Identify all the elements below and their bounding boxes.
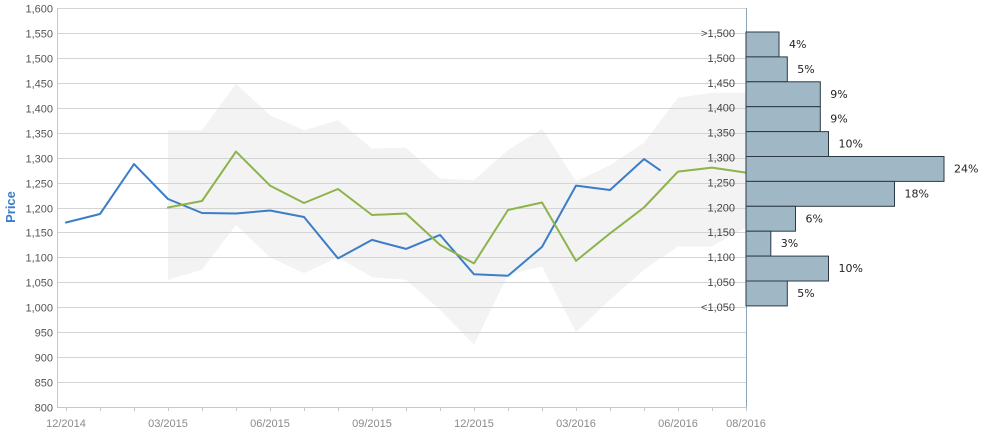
distribution-percent-label: 10%	[839, 262, 863, 275]
y-tick-label: 950	[35, 328, 53, 340]
distribution-bar	[745, 230, 772, 257]
x-tick-label: 06/2015	[250, 418, 290, 430]
distribution-bar	[745, 180, 895, 207]
distribution-bin-label: 1,400	[707, 103, 735, 115]
distribution-bar	[745, 205, 796, 232]
distribution-bar	[745, 106, 821, 133]
distribution-percent-label: 10%	[839, 138, 863, 151]
distribution-percent-label: 24%	[954, 163, 978, 176]
price-history-line	[65, 158, 661, 277]
x-tick-label: 06/2016	[658, 418, 698, 430]
y-tick-label: 1,050	[25, 278, 53, 290]
forecast-range-band-layer	[168, 83, 746, 345]
y-tick-label: 1,150	[25, 228, 53, 240]
forecast-range-band	[168, 83, 746, 345]
y-tick-label: 1,400	[25, 104, 53, 116]
distribution-bin-label: 1,300	[707, 153, 735, 165]
y-axis-label: Price	[3, 191, 18, 223]
y-tick-label: 1,300	[25, 154, 53, 166]
y-tick-label: 1,500	[25, 54, 53, 66]
y-tick-label: 1,350	[25, 129, 53, 141]
distribution-bar	[745, 280, 788, 307]
distribution-bar	[745, 131, 829, 158]
distribution-bin-label: 1,450	[707, 78, 735, 90]
distribution-bar	[745, 255, 829, 282]
distribution-bar	[745, 31, 780, 58]
x-tick-label: 03/2015	[148, 418, 188, 430]
x-tick-label: 08/2016	[726, 418, 766, 430]
price-distribution: >1,500 4% 1,500 5% 1,450 9% 1,400 9% 1,350 10% 1,3…	[701, 28, 978, 314]
distribution-bin-label: 1,250	[707, 177, 735, 189]
distribution-bin-label: 1,050	[707, 277, 735, 289]
distribution-percent-label: 9%	[830, 88, 847, 101]
distribution-bar	[745, 156, 945, 182]
distribution-percent-label: 5%	[797, 63, 814, 76]
distribution-percent-label: 3%	[781, 237, 798, 250]
y-tick-label: 800	[35, 403, 53, 415]
distribution-percent-label: 4%	[789, 38, 806, 51]
distribution-bin-label: <1,050	[701, 302, 735, 314]
distribution-percent-label: 6%	[806, 212, 823, 225]
distribution-bin-label: 1,200	[707, 202, 735, 214]
distribution-bin-label: 1,100	[707, 252, 735, 264]
y-tick-label: 1,550	[25, 29, 53, 41]
gridlines	[57, 8, 746, 408]
y-tick-label: 1,000	[25, 303, 53, 315]
distribution-bin-label: 1,500	[707, 53, 735, 65]
x-tick-label: 09/2015	[352, 418, 392, 430]
distribution-bin-label: 1,350	[707, 128, 735, 140]
x-tick-label: 12/2015	[454, 418, 494, 430]
distribution-bar	[745, 81, 821, 108]
distribution-percent-label: 18%	[905, 187, 929, 200]
y-tick-label: 1,450	[25, 79, 53, 91]
distribution-bar	[745, 56, 788, 83]
y-tick-label: 1,250	[25, 179, 53, 191]
x-tick-label: 12/2014	[46, 418, 86, 430]
x-tick-label: 03/2016	[556, 418, 596, 430]
distribution-bin-label: 1,150	[707, 227, 735, 239]
y-tick-label: 850	[35, 378, 53, 390]
y-tick-label: 1,100	[25, 253, 53, 265]
series-lines	[65, 150, 747, 277]
y-tick-label: 900	[35, 353, 53, 365]
distribution-percent-label: 9%	[830, 113, 847, 126]
axes: 800 850 900 950 1,000 1,050 1,100 1,150 1,200 1,2…	[25, 4, 765, 431]
y-tick-label: 1,600	[25, 4, 53, 16]
forecast-line	[167, 150, 747, 265]
distribution-bin-label: >1,500	[701, 28, 735, 40]
distribution-percent-label: 5%	[797, 287, 814, 300]
y-tick-label: 1,200	[25, 204, 53, 216]
